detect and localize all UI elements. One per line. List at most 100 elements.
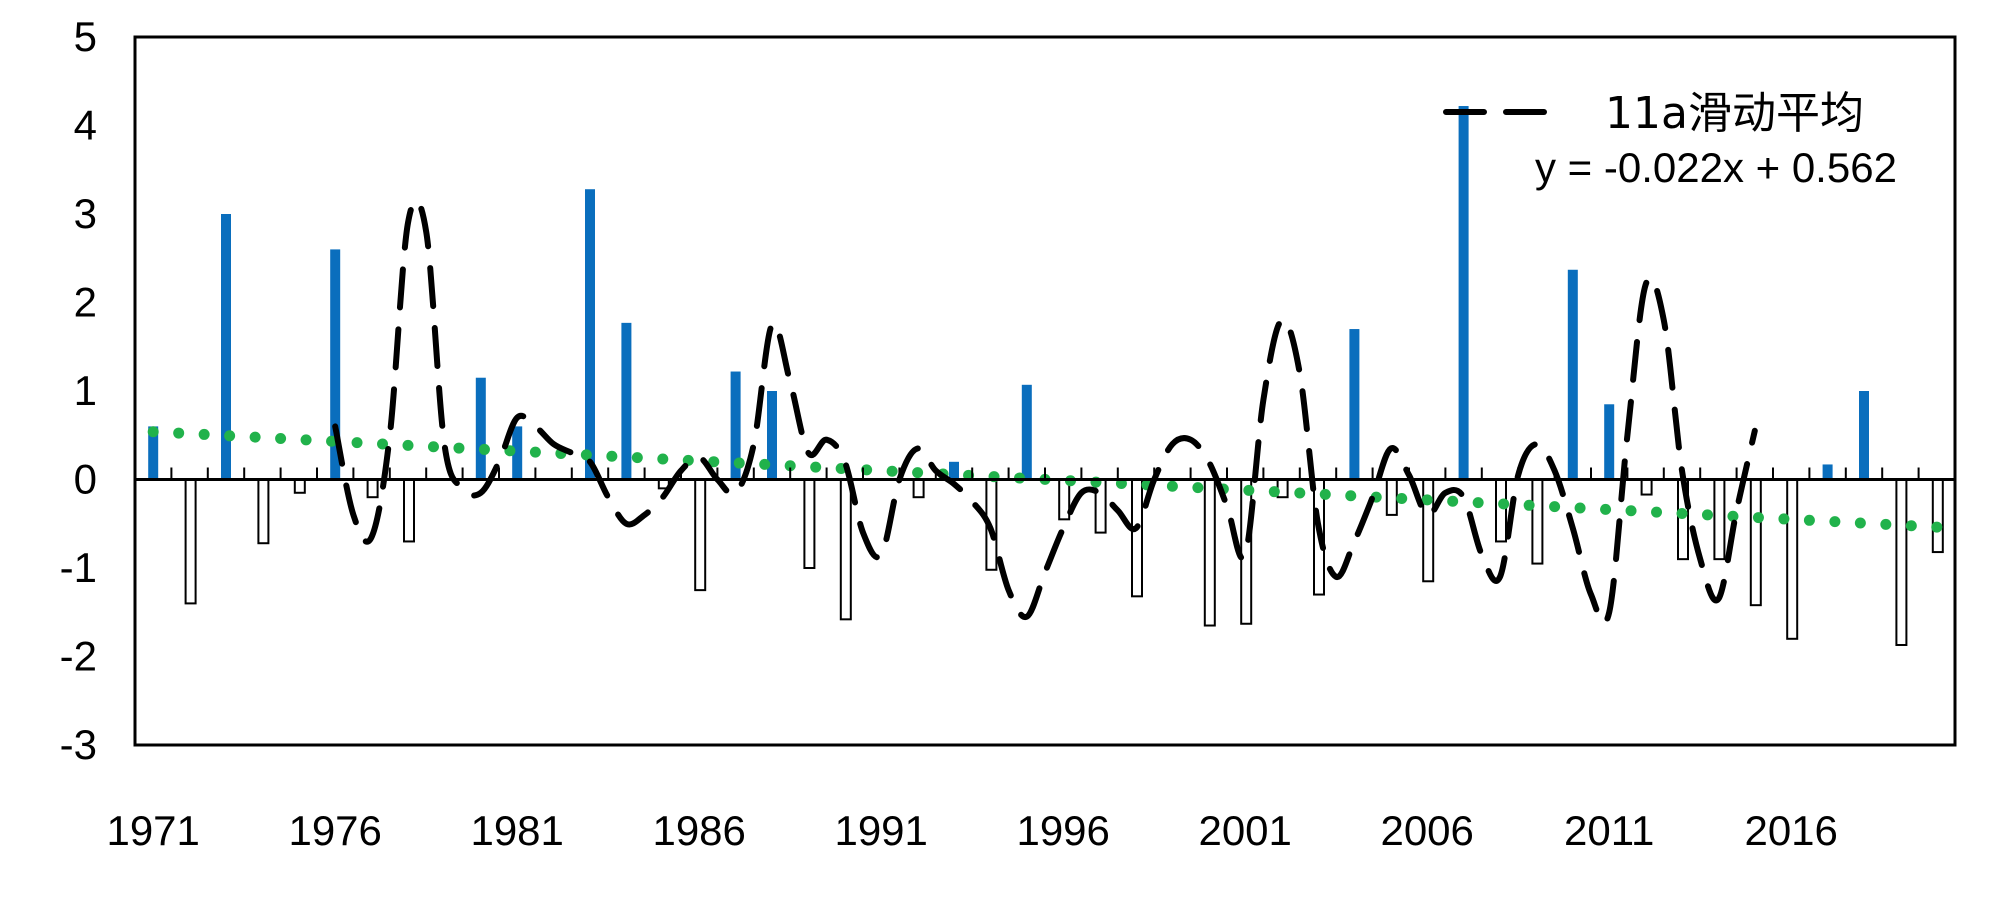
trend-dot bbox=[1421, 494, 1433, 506]
trend-dot bbox=[326, 435, 338, 447]
trend-dot bbox=[1625, 505, 1637, 517]
bar-1975 bbox=[293, 478, 306, 494]
trend-dot bbox=[300, 434, 312, 446]
trend-dot bbox=[249, 431, 261, 443]
x-tick-label: 2011 bbox=[1564, 807, 1654, 854]
trend-dot bbox=[198, 428, 210, 440]
y-tick-label: -2 bbox=[60, 633, 97, 680]
trend-dot bbox=[1880, 518, 1892, 530]
bar-1980 bbox=[475, 377, 486, 480]
trend-equation: y = -0.022x + 0.562 bbox=[1535, 144, 1897, 191]
bar-1998 bbox=[1131, 478, 1143, 598]
trend-dot bbox=[427, 441, 439, 453]
bar-2020 bbox=[1931, 478, 1944, 554]
trend-dot bbox=[733, 457, 745, 469]
trend-dot bbox=[1268, 486, 1280, 498]
trend-dot bbox=[912, 467, 924, 479]
trend-dot bbox=[147, 426, 159, 438]
bar-1992 bbox=[912, 478, 925, 499]
bar-1993 bbox=[949, 461, 959, 480]
trend-dot bbox=[708, 456, 720, 468]
bar-1995 bbox=[1021, 384, 1032, 480]
trend-dot bbox=[1498, 498, 1510, 510]
y-tick-label: 2 bbox=[74, 279, 97, 326]
trend-dot bbox=[377, 438, 389, 450]
bar-1972 bbox=[184, 478, 197, 605]
bar-1987 bbox=[730, 371, 741, 480]
trend-dot bbox=[657, 453, 669, 465]
bar-2007 bbox=[1458, 106, 1469, 480]
trend-dot bbox=[402, 439, 414, 451]
bar-2000 bbox=[1203, 478, 1216, 627]
trend-dot bbox=[784, 460, 796, 472]
bar-1983 bbox=[585, 189, 595, 480]
trend-dot bbox=[1319, 488, 1331, 500]
trend-dot bbox=[1447, 495, 1459, 507]
bar-2014 bbox=[1713, 478, 1726, 561]
bar-2018 bbox=[1859, 391, 1869, 480]
bar-2005 bbox=[1385, 478, 1398, 516]
bar-2010 bbox=[1567, 269, 1578, 480]
y-tick-label: -1 bbox=[60, 544, 97, 591]
trend-dot bbox=[1701, 509, 1713, 521]
trend-dot bbox=[759, 458, 771, 470]
trend-dot bbox=[1396, 492, 1408, 504]
bar-2015 bbox=[1749, 478, 1762, 607]
bar-2012 bbox=[1640, 478, 1653, 496]
bar-1978 bbox=[403, 478, 415, 543]
y-tick-label: 3 bbox=[74, 190, 97, 237]
bar-2017 bbox=[1822, 464, 1833, 480]
bar-1986 bbox=[694, 478, 707, 592]
x-axis-tick-labels: 1971 1976 1981 1986 1991 1996 2001 2006 2011 2016 bbox=[106, 807, 1837, 854]
bar-1988 bbox=[767, 391, 777, 480]
x-tick-label: 2006 bbox=[1380, 807, 1473, 854]
bar-2011 bbox=[1604, 404, 1615, 480]
trend-dot bbox=[1778, 513, 1790, 525]
y-tick-label: 0 bbox=[74, 456, 97, 503]
trend-dot bbox=[1676, 507, 1688, 519]
plot-frame bbox=[133, 35, 1957, 747]
bar-1976 bbox=[330, 249, 341, 480]
trend-dot bbox=[1345, 490, 1357, 502]
trend-dot bbox=[453, 442, 465, 454]
x-tick-label: 1976 bbox=[288, 807, 381, 854]
moving-average-line bbox=[332, 197, 1758, 626]
legend-label-moving-average: 11a滑动平均 bbox=[1605, 88, 1864, 139]
trend-dot bbox=[173, 427, 185, 439]
trend-dot bbox=[1829, 516, 1841, 528]
trend-dot bbox=[580, 449, 592, 461]
bar-1971 bbox=[148, 426, 159, 480]
bar-2001 bbox=[1240, 478, 1253, 625]
trend-dot bbox=[478, 443, 490, 455]
trend-dot bbox=[224, 430, 236, 442]
bar-1990 bbox=[839, 478, 852, 621]
x-tick-label: 2016 bbox=[1744, 807, 1837, 854]
trend-dot bbox=[351, 437, 363, 449]
bar-2002 bbox=[1276, 478, 1289, 499]
trend-dot bbox=[886, 465, 898, 477]
trend-dot bbox=[631, 452, 643, 464]
trend-dot bbox=[810, 461, 822, 473]
bar-1984 bbox=[621, 322, 632, 480]
trend-dot bbox=[529, 446, 541, 458]
bar-1973 bbox=[221, 214, 231, 480]
x-tick-label: 1971 bbox=[106, 807, 199, 854]
trend-dot bbox=[1549, 501, 1561, 513]
bar-1989 bbox=[803, 478, 816, 569]
trend-dot bbox=[1905, 520, 1917, 532]
x-tick-label: 2001 bbox=[1198, 807, 1291, 854]
bar-2008 bbox=[1495, 478, 1507, 543]
x-tick-label: 1996 bbox=[1016, 807, 1109, 854]
y-tick-label: 5 bbox=[74, 13, 97, 60]
trend-dot bbox=[1931, 521, 1943, 533]
trend-dot bbox=[606, 450, 618, 462]
trend-dot bbox=[1651, 506, 1663, 518]
trend-dot bbox=[1752, 512, 1764, 524]
trend-dot bbox=[1523, 499, 1535, 511]
bar-1974 bbox=[257, 478, 270, 545]
anomaly-bars bbox=[148, 106, 1944, 646]
bar-1977 bbox=[366, 478, 379, 499]
x-tick-label: 1991 bbox=[834, 807, 927, 854]
trend-dot bbox=[1294, 487, 1306, 499]
